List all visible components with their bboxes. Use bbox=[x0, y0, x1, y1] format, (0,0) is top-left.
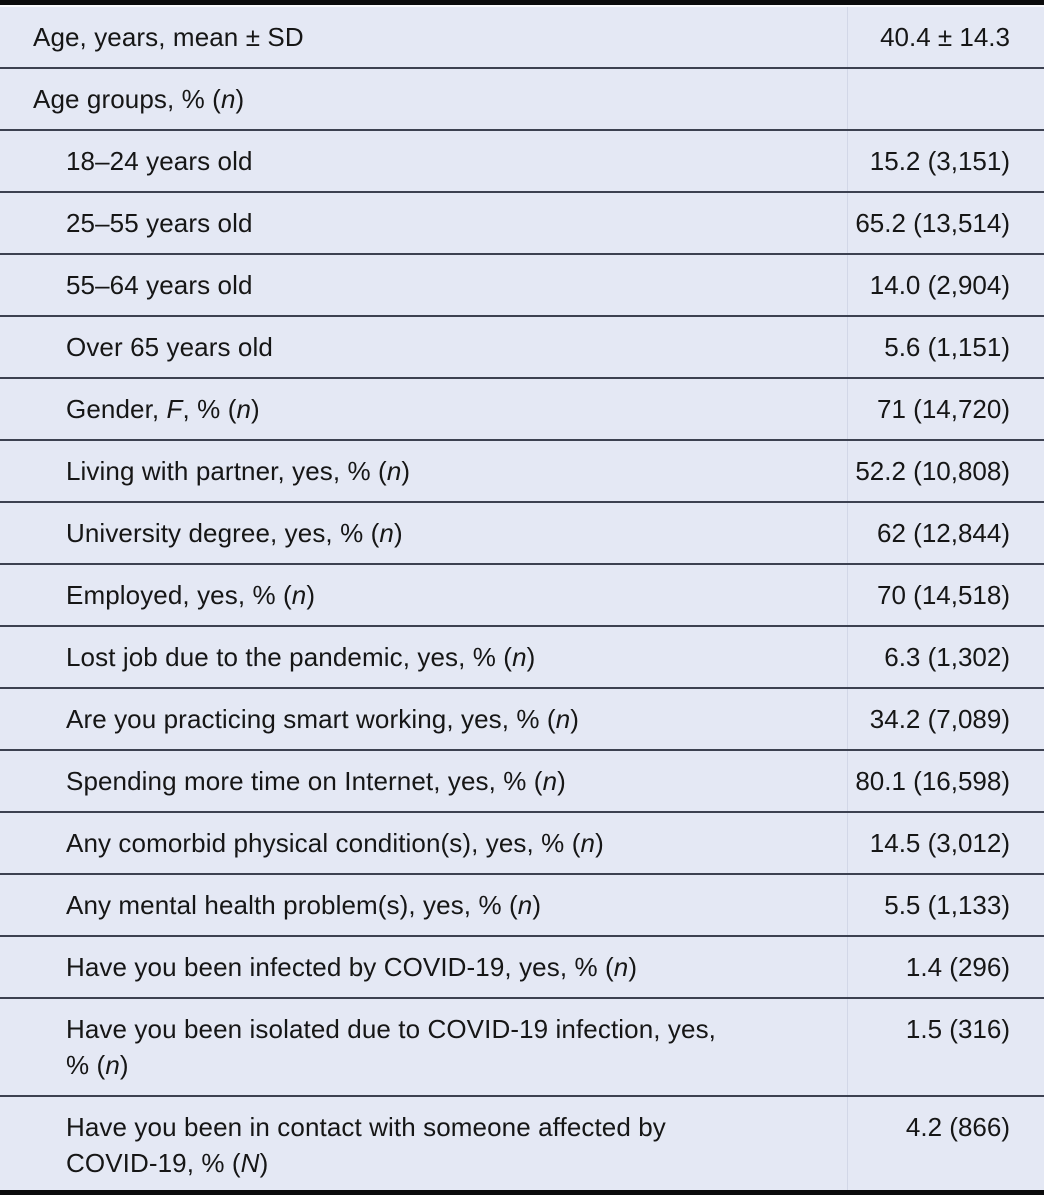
row-label: Any comorbid physical condition(s), yes,… bbox=[66, 828, 604, 858]
row-label: Are you practicing smart working, yes, %… bbox=[66, 704, 580, 734]
row-label: 25–55 years old bbox=[66, 208, 253, 238]
table-row: Have you been infected by COVID-19, yes,… bbox=[0, 937, 1044, 999]
row-label: Gender, F, % (n) bbox=[66, 394, 260, 424]
row-label: 18–24 years old bbox=[66, 146, 253, 176]
table-row: Age groups, % (n) bbox=[0, 69, 1044, 131]
row-label: Lost job due to the pandemic, yes, % (n) bbox=[66, 642, 536, 672]
row-label: Any mental health problem(s), yes, % (n) bbox=[66, 890, 542, 920]
table-row: Have you been in contact with someone af… bbox=[0, 1097, 1044, 1190]
row-label: Age, years, mean ± SD bbox=[33, 22, 304, 52]
table-row: 25–55 years old 65.2 (13,514) bbox=[0, 193, 1044, 255]
table-row: Any comorbid physical condition(s), yes,… bbox=[0, 813, 1044, 875]
table-body: Age, years, mean ± SD 40.4 ± 14.3 Age gr… bbox=[0, 5, 1044, 1190]
table-row: Employed, yes, % (n) 70 (14,518) bbox=[0, 565, 1044, 627]
row-label: Have you been isolated due to COVID-19 i… bbox=[66, 1014, 716, 1080]
row-value: 62 (12,844) bbox=[877, 518, 1010, 548]
row-value: 6.3 (1,302) bbox=[884, 642, 1010, 672]
row-value: 4.2 (866) bbox=[905, 1112, 1010, 1142]
row-label: Living with partner, yes, % (n) bbox=[66, 456, 411, 486]
table-row: Any mental health problem(s), yes, % (n)… bbox=[0, 875, 1044, 937]
table-row: 18–24 years old 15.2 (3,151) bbox=[0, 131, 1044, 193]
row-label: Have you been infected by COVID-19, yes,… bbox=[66, 952, 638, 982]
row-value: 65.2 (13,514) bbox=[855, 208, 1010, 238]
table-row: Living with partner, yes, % (n) 52.2 (10… bbox=[0, 441, 1044, 503]
row-value: 70 (14,518) bbox=[877, 580, 1010, 610]
row-label: Over 65 years old bbox=[66, 332, 273, 362]
table-row: Are you practicing smart working, yes, %… bbox=[0, 689, 1044, 751]
column-divider bbox=[847, 7, 848, 1190]
row-value: 71 (14,720) bbox=[877, 394, 1010, 424]
row-value: 40.4 ± 14.3 bbox=[880, 22, 1010, 52]
table-row: 55–64 years old 14.0 (2,904) bbox=[0, 255, 1044, 317]
row-label: University degree, yes, % (n) bbox=[66, 518, 403, 548]
row-value: 15.2 (3,151) bbox=[869, 146, 1010, 176]
row-label: Age groups, % (n) bbox=[33, 84, 245, 114]
row-label: Have you been in contact with someone af… bbox=[66, 1112, 666, 1178]
table-row: Gender, F, % (n) 71 (14,720) bbox=[0, 379, 1044, 441]
row-value: 14.0 (2,904) bbox=[869, 270, 1010, 300]
row-label: Employed, yes, % (n) bbox=[66, 580, 316, 610]
row-value: 52.2 (10,808) bbox=[855, 456, 1010, 486]
row-label: 55–64 years old bbox=[66, 270, 253, 300]
row-value: 14.5 (3,012) bbox=[869, 828, 1010, 858]
table-row: University degree, yes, % (n) 62 (12,844… bbox=[0, 503, 1044, 565]
table-row: Lost job due to the pandemic, yes, % (n)… bbox=[0, 627, 1044, 689]
row-value: 80.1 (16,598) bbox=[855, 766, 1010, 796]
table-row: Spending more time on Internet, yes, % (… bbox=[0, 751, 1044, 813]
table-row: Age, years, mean ± SD 40.4 ± 14.3 bbox=[0, 7, 1044, 69]
row-label: Spending more time on Internet, yes, % (… bbox=[66, 766, 566, 796]
table-row: Over 65 years old 5.6 (1,151) bbox=[0, 317, 1044, 379]
row-value: 1.4 (296) bbox=[905, 952, 1010, 982]
row-value: 5.5 (1,133) bbox=[884, 890, 1010, 920]
row-value: 5.6 (1,151) bbox=[884, 332, 1010, 362]
row-value: 1.5 (316) bbox=[905, 1014, 1010, 1044]
row-value: 34.2 (7,089) bbox=[869, 704, 1010, 734]
table-row: Have you been isolated due to COVID-19 i… bbox=[0, 999, 1044, 1097]
